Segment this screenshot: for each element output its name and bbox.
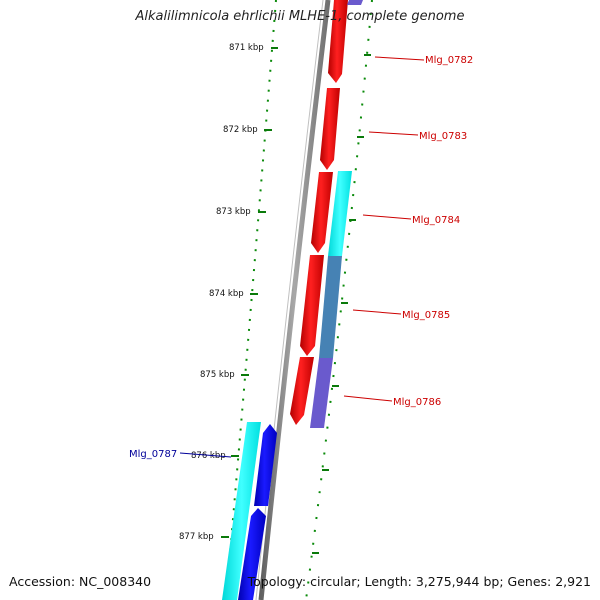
leader-mlg-0783 (368, 131, 419, 136)
inner-content-ring (225, 0, 277, 600)
leader-mlg-0786 (343, 395, 393, 402)
cds-blue-lower[interactable] (238, 508, 266, 600)
leader-mlg-0785 (352, 309, 402, 315)
feature-track (310, 171, 352, 428)
outer-ticks (312, 54, 371, 554)
feature-cyan[interactable] (328, 171, 352, 256)
gene-label-mlg-0784[interactable]: Mlg_0784 (412, 215, 460, 226)
gene-leaders (343, 56, 425, 402)
leader-mlg-0787 (179, 452, 232, 458)
scale-labels: 871 kbp 872 kbp 873 kbp 874 kbp 875 kbp … (179, 43, 264, 542)
kbp-label: 876 kbp (191, 451, 226, 461)
kbp-label: 872 kbp (223, 125, 258, 135)
reverse-track (222, 422, 277, 600)
gene-labels: Mlg_0782 Mlg_0783 Mlg_0784 Mlg_0785 Mlg_… (129, 55, 473, 460)
map-title: Alkalilimnicola ehrlichii MLHE-1, comple… (135, 9, 465, 24)
feature-cyan-lower[interactable] (222, 422, 261, 600)
accession-text: Accession: NC_008340 (9, 574, 152, 589)
gene-label-mlg-0786[interactable]: Mlg_0786 (393, 397, 441, 408)
cds-mlg-0782[interactable] (328, 0, 348, 83)
cds-mlg-0785[interactable] (300, 255, 324, 356)
leader-mlg-0784 (362, 214, 412, 220)
scale-ticks (221, 47, 278, 538)
genome-summary-text: Topology: circular; Length: 3,275,944 bp… (247, 574, 591, 589)
cds-mlg-0784[interactable] (311, 172, 333, 253)
kbp-label: 875 kbp (200, 370, 235, 380)
leader-mlg-0782 (374, 56, 425, 61)
cds-mlg-0786[interactable] (290, 357, 314, 425)
gene-label-mlg-0782[interactable]: Mlg_0782 (425, 55, 473, 66)
cds-mlg-0787[interactable] (254, 424, 277, 506)
kbp-label: 873 kbp (216, 207, 251, 217)
gene-label-mlg-0787[interactable]: Mlg_0787 (129, 449, 177, 460)
gene-label-mlg-0783[interactable]: Mlg_0783 (419, 131, 467, 142)
cds-mlg-0783[interactable] (320, 88, 340, 170)
feature-top-purple[interactable] (347, 0, 363, 5)
kbp-label: 874 kbp (209, 289, 244, 299)
backbone-ring (258, 0, 331, 600)
gene-label-mlg-0785[interactable]: Mlg_0785 (402, 310, 450, 321)
kbp-label: 871 kbp (229, 43, 264, 53)
feature-blue-gray[interactable] (319, 256, 342, 358)
feature-purple[interactable] (310, 358, 333, 428)
forward-cds-track (290, 0, 348, 425)
kbp-label: 877 kbp (179, 532, 214, 542)
